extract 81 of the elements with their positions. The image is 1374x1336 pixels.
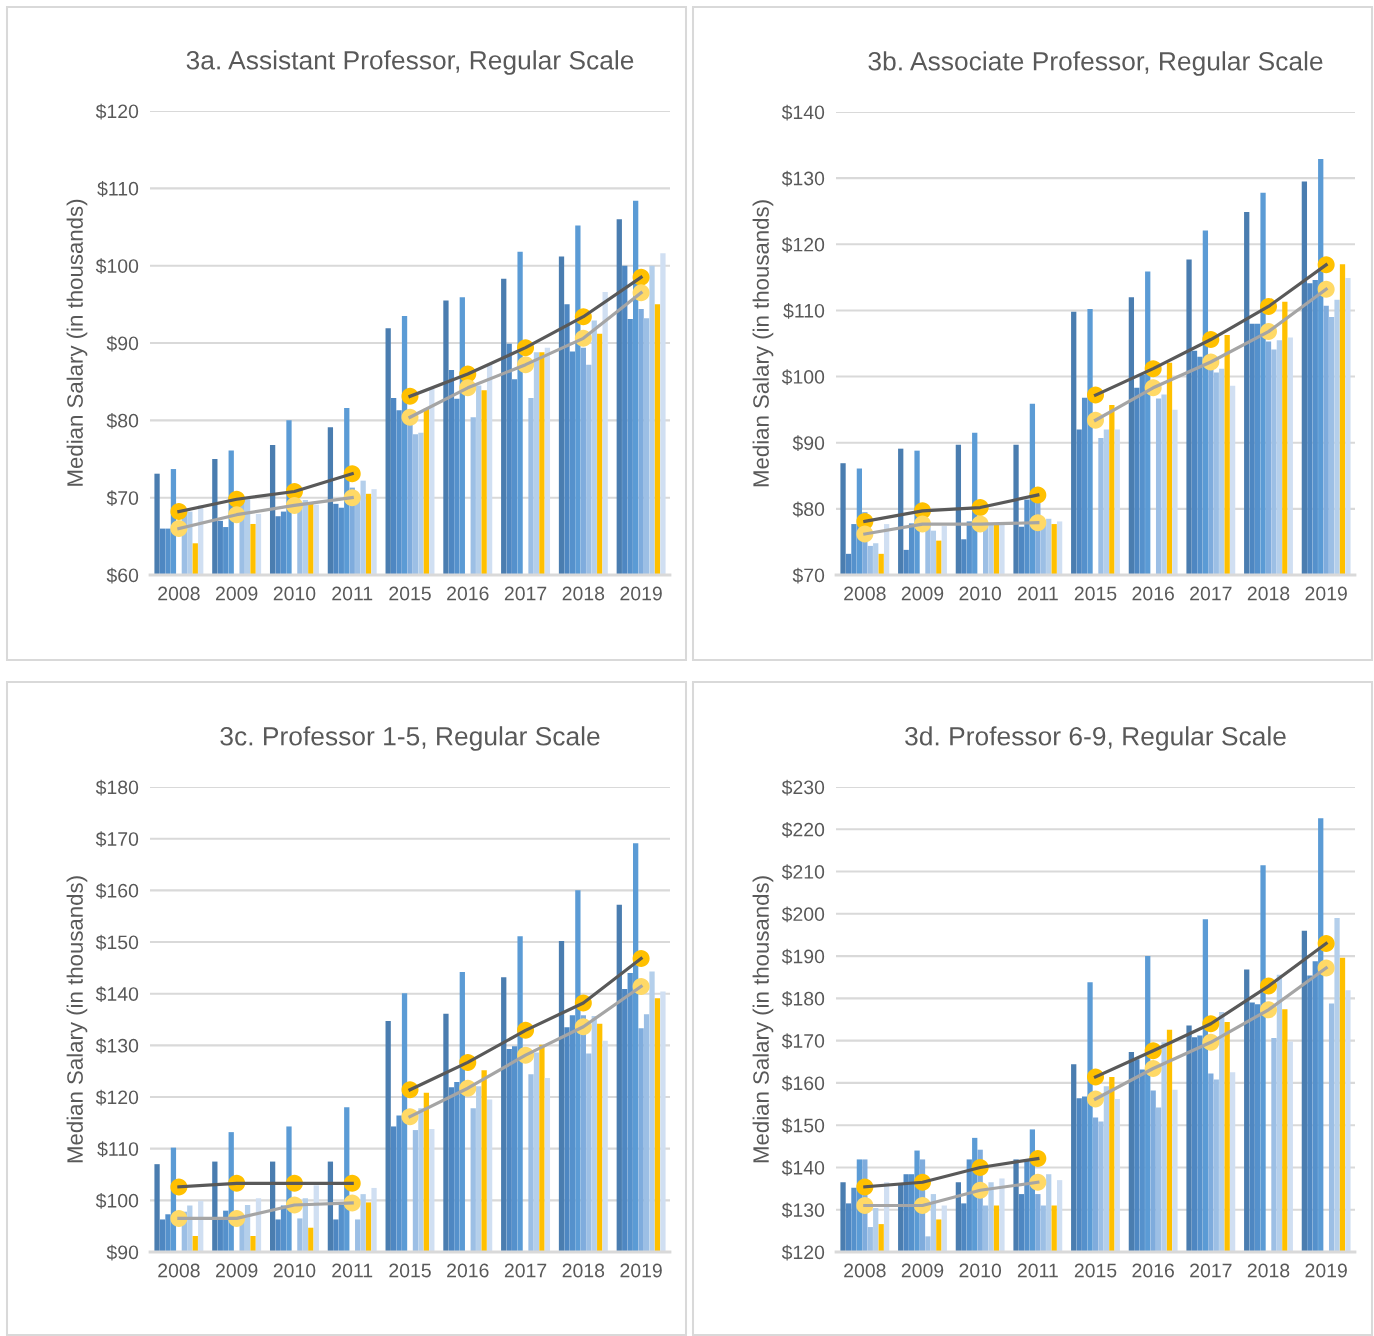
y-tick-label: $180 [95, 779, 139, 796]
y-tick-label: $170 [781, 1033, 825, 1050]
x-tick-label: 2011 [1017, 1263, 1058, 1278]
y-tick-label: $80 [106, 412, 139, 429]
x-tick-label: 2015 [389, 1263, 431, 1278]
x-tick-label: 2011 [332, 1263, 373, 1278]
x-tick-label: 2015 [1074, 1263, 1117, 1278]
y-tick-label: $140 [95, 986, 139, 1003]
y-tick-label: $200 [781, 906, 825, 923]
y-tick-label: $230 [781, 779, 825, 796]
x-tick-label: 2011 [332, 586, 373, 601]
y-tick-label: $160 [95, 882, 139, 899]
x-tick-label: 2008 [844, 1263, 886, 1278]
y-tick-label: $110 [97, 1141, 139, 1158]
y-tick-label: $140 [781, 104, 825, 121]
y-tick-label: $190 [781, 948, 825, 965]
y-tick-label: $150 [95, 934, 139, 951]
y-tick-label: $110 [783, 303, 825, 319]
x-tick-label: 2016 [1132, 1263, 1174, 1278]
x-tick-label: 2017 [504, 1263, 547, 1278]
x-tick-label: 2016 [447, 586, 489, 601]
x-tick-label: 2009 [901, 1263, 944, 1278]
x-tick-label: 2018 [1247, 1263, 1290, 1278]
x-tick-label: 2008 [158, 586, 200, 601]
x-tick-label: 2018 [562, 1263, 605, 1278]
y-axis-title: Median Salary (in thousands) [752, 200, 774, 487]
x-tick-label: 2016 [447, 1263, 489, 1278]
x-tick-label: 2009 [216, 1263, 258, 1278]
x-tick-label: 2008 [158, 1263, 200, 1278]
chart-title: 3b. Associate Professor, Regular Scale [868, 51, 1323, 76]
chart-title: 3c. Professor 1-5, Regular Scale [220, 726, 600, 751]
x-tick-label: 2017 [504, 586, 547, 601]
y-axis-title: Median Salary (in thousands) [752, 876, 774, 1163]
y-tick-label: $220 [781, 821, 825, 838]
y-tick-label: $160 [781, 1075, 825, 1092]
x-tick-label: 2011 [1017, 586, 1058, 601]
x-tick-label: 2009 [901, 586, 944, 601]
y-tick-label: $100 [95, 1192, 139, 1209]
y-tick-label: $100 [95, 258, 139, 275]
y-tick-label: $100 [781, 369, 825, 385]
x-tick-label: 2018 [1247, 586, 1290, 601]
x-tick-label: 2019 [620, 1263, 662, 1278]
y-tick-label: $70 [106, 490, 139, 507]
y-tick-label: $120 [95, 103, 139, 120]
x-tick-label: 2010 [273, 1263, 316, 1278]
y-tick-label: $120 [95, 1089, 139, 1106]
y-tick-label: $80 [792, 501, 825, 518]
x-tick-label: 2015 [389, 586, 431, 601]
x-tick-label: 2010 [273, 586, 316, 601]
y-axis-title: Median Salary (in thousands) [66, 199, 88, 486]
y-tick-label: $210 [781, 864, 825, 880]
y-axis-title: Median Salary (in thousands) [66, 876, 88, 1163]
y-tick-label: $90 [106, 1244, 139, 1261]
x-tick-label: 2019 [1305, 586, 1347, 601]
chart-title: 3a. Assistant Professor, Regular Scale [186, 50, 634, 75]
y-tick-label: $130 [95, 1037, 139, 1054]
y-tick-label: $130 [781, 1202, 825, 1219]
y-tick-label: $140 [781, 1160, 825, 1176]
y-tick-label: $120 [781, 236, 825, 253]
x-tick-label: 2018 [562, 586, 605, 601]
y-tick-label: $130 [781, 170, 825, 187]
x-tick-label: 2019 [1305, 1263, 1347, 1278]
x-tick-label: 2009 [216, 586, 258, 601]
x-tick-label: 2016 [1132, 586, 1174, 601]
x-tick-label: 2008 [844, 586, 886, 601]
y-tick-label: $90 [792, 435, 825, 452]
x-tick-label: 2017 [1190, 1263, 1232, 1278]
y-tick-label: $110 [97, 180, 139, 197]
y-tick-label: $150 [781, 1117, 825, 1134]
chart-title: 3d. Professor 6-9, Regular Scale [905, 726, 1286, 751]
y-tick-label: $90 [106, 335, 139, 352]
y-tick-label: $180 [781, 991, 825, 1007]
y-tick-label: $170 [95, 831, 139, 848]
x-tick-label: 2010 [959, 1263, 1002, 1278]
x-tick-label: 2019 [620, 586, 662, 601]
y-tick-label: $120 [781, 1244, 825, 1261]
x-tick-label: 2010 [959, 586, 1002, 601]
y-tick-label: $60 [106, 567, 139, 584]
x-tick-label: 2015 [1074, 586, 1117, 601]
y-tick-label: $70 [792, 567, 825, 584]
x-tick-label: 2017 [1190, 586, 1232, 601]
